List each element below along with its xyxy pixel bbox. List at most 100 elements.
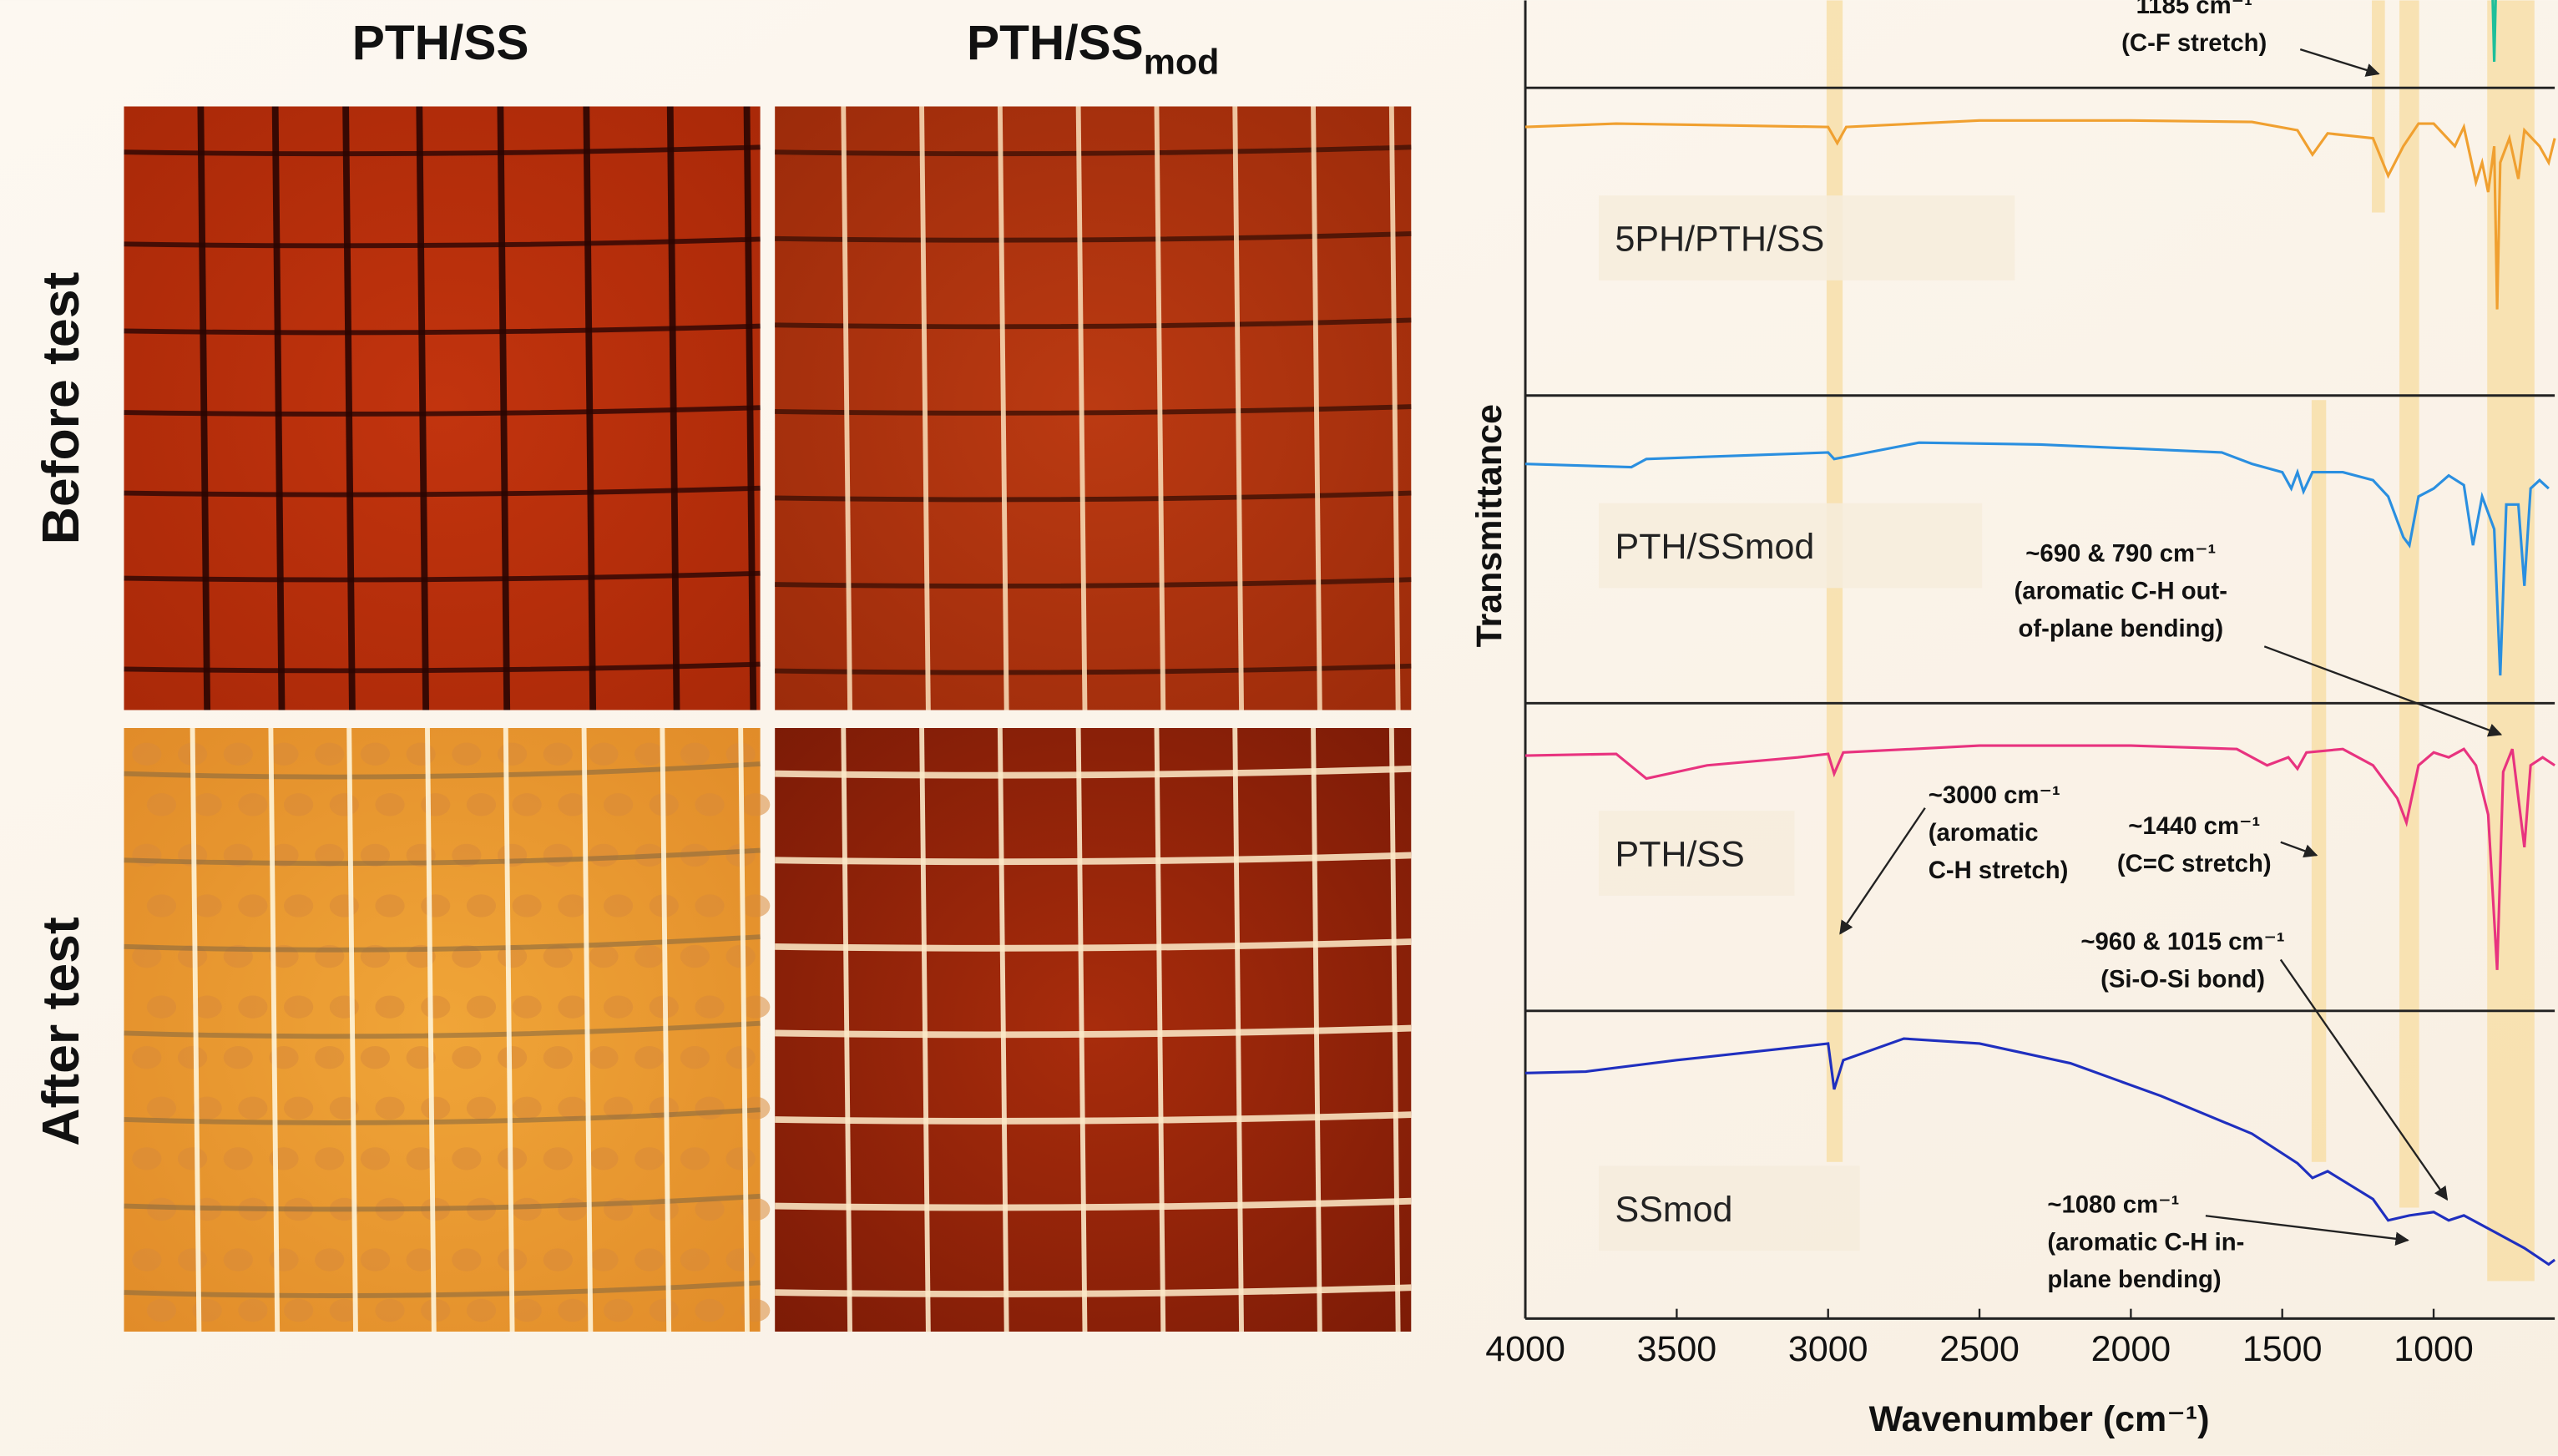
photo-spot xyxy=(604,995,634,1019)
annotation-text: (C=C stretch) xyxy=(2117,850,2272,877)
photo-spot xyxy=(695,1197,725,1221)
photo-spot xyxy=(223,1147,253,1170)
series-label-box xyxy=(1599,503,1983,589)
photo-spot xyxy=(406,1248,436,1271)
photo-spot xyxy=(680,1147,710,1170)
annotation-text: ~1080 cm⁻¹ xyxy=(2047,1191,2179,1218)
spectrum-line xyxy=(1525,1037,2556,1266)
photo-spot xyxy=(452,1147,482,1170)
highlight-band xyxy=(2311,400,2327,1162)
row-label: After test xyxy=(32,917,90,1146)
photo-line xyxy=(738,727,750,1332)
photo-spot xyxy=(421,995,451,1019)
photo-spot xyxy=(132,1046,162,1069)
photo-line xyxy=(775,1111,1412,1125)
photo-spot xyxy=(497,1046,528,1069)
photo-spot xyxy=(725,1147,756,1170)
photo-spot xyxy=(634,742,665,766)
y-axis-label: Transmittance xyxy=(1469,404,1509,647)
photo-spot xyxy=(284,793,314,816)
annotation-arrow xyxy=(2280,841,2318,858)
photo-line xyxy=(1075,106,1088,710)
photo-spot xyxy=(146,793,177,816)
annotation-text: ~960 & 1015 cm⁻¹ xyxy=(2080,928,2284,956)
photo-line xyxy=(775,404,1412,416)
photo-spot xyxy=(741,995,771,1019)
photo-spot xyxy=(604,1096,634,1120)
series-label-box xyxy=(1599,195,2015,281)
photo-spot xyxy=(741,894,771,918)
series-label: PTH/SS xyxy=(1615,835,1745,875)
annotation-text: (Si-O-Si bond) xyxy=(2100,966,2265,993)
annotation-arrow xyxy=(2279,958,2449,1201)
photo-spot xyxy=(695,894,725,918)
photo-spot xyxy=(512,1298,542,1322)
photo-line xyxy=(660,727,672,1332)
photo-spot xyxy=(315,1248,345,1271)
annotation-text: (aromatic C-H out- xyxy=(2015,578,2228,605)
photo-spot xyxy=(375,995,405,1019)
photo-spot xyxy=(741,793,771,816)
photo-spot xyxy=(604,894,634,918)
series-label-box xyxy=(1599,1165,1860,1251)
photo-spot xyxy=(192,894,222,918)
photo-spot xyxy=(177,1248,208,1271)
photo-spot xyxy=(177,1147,208,1170)
photo-spot xyxy=(725,1248,756,1271)
photo-spot xyxy=(192,1096,222,1120)
photo-spot xyxy=(238,1096,268,1120)
spectrum-line xyxy=(1525,119,2556,310)
photo-spot xyxy=(634,1147,665,1170)
photo-spot xyxy=(558,1096,588,1120)
photo-spot xyxy=(543,843,573,867)
photo-line xyxy=(1232,727,1244,1332)
photo-spot xyxy=(558,995,588,1019)
photo-spot xyxy=(315,1046,345,1069)
photo-spot xyxy=(238,793,268,816)
annotation-arrow xyxy=(2299,48,2380,77)
photo-line xyxy=(190,727,202,1332)
photo-line xyxy=(775,1024,1412,1039)
photo-spot xyxy=(452,1248,482,1271)
photo-spot xyxy=(360,1147,391,1170)
photo-line xyxy=(124,1107,761,1125)
x-tick-label: 3500 xyxy=(1637,1329,1717,1369)
highlight-band xyxy=(2372,0,2385,213)
photo-line xyxy=(124,847,761,867)
photo-spot xyxy=(589,843,619,867)
photo-line xyxy=(775,317,1412,330)
photo-line xyxy=(124,405,761,417)
photo-line xyxy=(1388,727,1401,1332)
photo-spot xyxy=(269,742,299,766)
photo-spot xyxy=(223,1248,253,1271)
photo-line xyxy=(124,661,761,674)
photo-line xyxy=(666,106,680,710)
photo-spot xyxy=(375,1298,405,1322)
photo-spot xyxy=(725,944,756,968)
photo-spot xyxy=(634,1046,665,1069)
x-axis-label: Wavenumber (cm⁻¹) xyxy=(1869,1399,2210,1439)
photo-spot xyxy=(177,1046,208,1069)
photo-spot xyxy=(589,944,619,968)
photo-spot xyxy=(558,1298,588,1322)
photo-spot xyxy=(466,1096,497,1120)
photo-spot xyxy=(512,793,542,816)
photo-spot xyxy=(512,894,542,918)
photo-spot xyxy=(360,1046,391,1069)
photo-line xyxy=(581,727,594,1332)
photo-line xyxy=(342,106,356,710)
photo-line xyxy=(997,106,1009,710)
photo-spot xyxy=(680,1248,710,1271)
photo-spot xyxy=(543,1147,573,1170)
photo-line xyxy=(124,570,761,583)
row-label: Before test xyxy=(32,272,90,545)
spectrum-line xyxy=(2491,0,2497,62)
photo-spot xyxy=(375,793,405,816)
annotation-text: (C-F stretch) xyxy=(2121,29,2267,57)
photo-line xyxy=(841,727,853,1332)
photo-line xyxy=(841,106,853,710)
photo-spot xyxy=(680,944,710,968)
photo-spot xyxy=(375,1096,405,1120)
photo-spot xyxy=(132,742,162,766)
